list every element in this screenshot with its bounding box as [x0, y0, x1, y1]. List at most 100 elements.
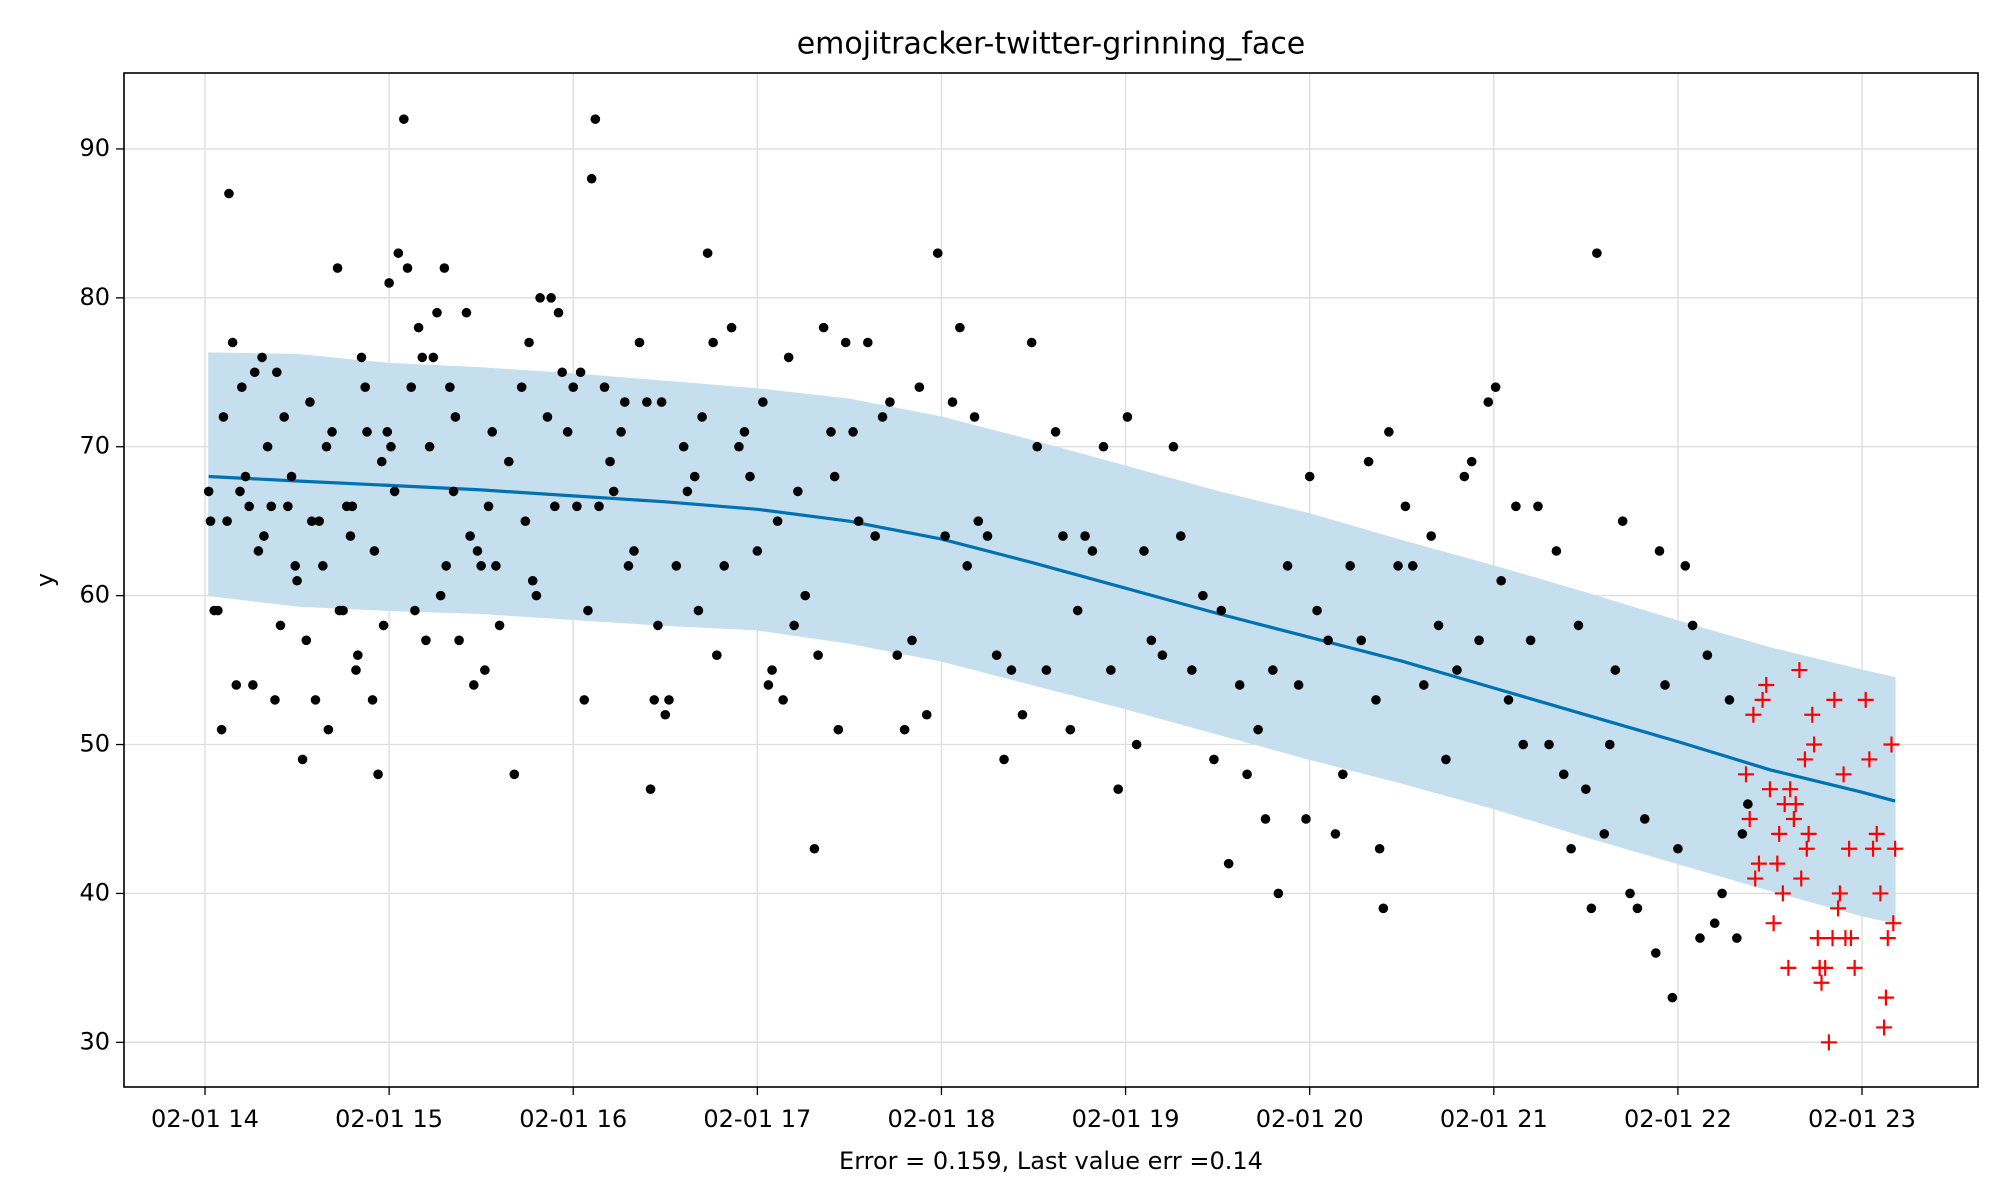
observed-point — [1518, 739, 1529, 750]
observed-point — [216, 724, 227, 735]
x-tick-label: 02-01 22 — [1624, 1105, 1732, 1133]
observed-point — [833, 724, 844, 735]
observed-point — [671, 561, 682, 571]
observed-point — [1654, 546, 1665, 556]
observed-point — [1604, 739, 1615, 750]
observed-point — [450, 412, 461, 422]
observed-point — [1490, 382, 1501, 392]
observed-point — [323, 724, 334, 735]
observed-point — [962, 561, 973, 571]
observed-point — [1017, 709, 1028, 720]
observed-point — [262, 441, 273, 452]
observed-point — [1146, 635, 1157, 646]
observed-point — [656, 397, 667, 407]
observed-point — [1374, 843, 1385, 854]
observed-point — [1400, 501, 1411, 512]
observed-point — [1131, 739, 1142, 750]
observed-point — [509, 769, 520, 780]
observed-point — [870, 531, 880, 541]
holdout-point — [1747, 870, 1764, 887]
observed-point — [1667, 992, 1678, 1003]
observed-point — [231, 680, 242, 690]
observed-point — [1695, 933, 1705, 943]
observed-point — [553, 307, 564, 318]
axes: 02-01 14 02-01 15 02-01 16 02-01 17 02-01 18… — [79, 134, 1916, 1133]
holdout-point — [1750, 855, 1767, 872]
observed-point — [778, 695, 788, 705]
observed-point — [483, 501, 494, 512]
observed-point — [203, 486, 214, 497]
observed-point — [1717, 888, 1727, 899]
observed-point — [1304, 471, 1315, 482]
observed-point — [1223, 858, 1234, 869]
observed-point — [608, 486, 619, 497]
observed-point — [292, 575, 302, 586]
holdout-point — [1835, 766, 1852, 783]
holdout-point — [1877, 989, 1894, 1006]
x-tick-label: 02-01 19 — [1072, 1105, 1180, 1133]
x-tick-label: 02-01 15 — [335, 1105, 443, 1133]
holdout-point — [1738, 766, 1755, 783]
observed-point — [1139, 546, 1149, 556]
observed-point — [1651, 948, 1661, 958]
observed-point — [745, 471, 755, 482]
observed-point — [1558, 769, 1569, 780]
observed-point — [1041, 665, 1052, 675]
observed-point — [907, 635, 917, 646]
observed-point — [793, 486, 803, 497]
observed-point — [249, 367, 260, 378]
observed-point — [712, 650, 722, 660]
x-tick-label: 02-01 20 — [1256, 1105, 1364, 1133]
observed-point — [689, 471, 700, 482]
observed-point — [1050, 427, 1061, 437]
observed-point — [1592, 248, 1602, 258]
observed-point — [623, 561, 634, 571]
observed-point — [257, 352, 267, 363]
observed-point — [205, 516, 216, 526]
observed-point — [237, 382, 247, 392]
holdout-point — [1741, 810, 1758, 827]
observed-point — [562, 427, 573, 437]
observed-point — [1511, 501, 1521, 512]
observed-point — [899, 724, 910, 735]
observed-point — [222, 516, 232, 526]
observed-point — [645, 784, 656, 795]
observed-point — [813, 650, 823, 660]
observed-point — [848, 427, 858, 437]
observed-point — [649, 695, 660, 705]
observed-point — [772, 516, 783, 526]
observed-point — [1483, 397, 1494, 407]
observed-point — [1586, 903, 1597, 914]
observed-point — [1356, 635, 1367, 646]
observed-point — [969, 412, 980, 422]
holdout-point — [1876, 1019, 1893, 1036]
observed-point — [1617, 516, 1628, 526]
observed-point — [546, 293, 556, 303]
observed-point — [1419, 680, 1429, 690]
observed-point — [332, 263, 343, 273]
observed-point — [921, 709, 932, 720]
observed-point — [991, 650, 1002, 660]
holdout-point — [1793, 870, 1810, 887]
y-axis-label: y — [31, 573, 59, 587]
observed-point — [1098, 441, 1109, 452]
observed-point — [885, 397, 895, 407]
observed-point — [579, 695, 590, 705]
observed-point — [393, 248, 404, 258]
observed-point — [1065, 724, 1076, 735]
observed-point — [1551, 546, 1562, 556]
observed-point — [469, 680, 479, 690]
observed-point — [213, 605, 223, 616]
observed-point — [616, 427, 626, 437]
observed-point — [783, 352, 794, 363]
holdout-point — [1782, 781, 1799, 798]
holdout-point — [1765, 915, 1782, 932]
observed-point — [1687, 620, 1698, 631]
observed-point — [259, 531, 269, 541]
observed-point — [360, 382, 370, 392]
observed-point — [1168, 441, 1179, 452]
observed-point — [406, 382, 417, 392]
observed-point — [362, 427, 372, 437]
observed-point — [503, 456, 514, 467]
observed-point — [318, 561, 328, 571]
